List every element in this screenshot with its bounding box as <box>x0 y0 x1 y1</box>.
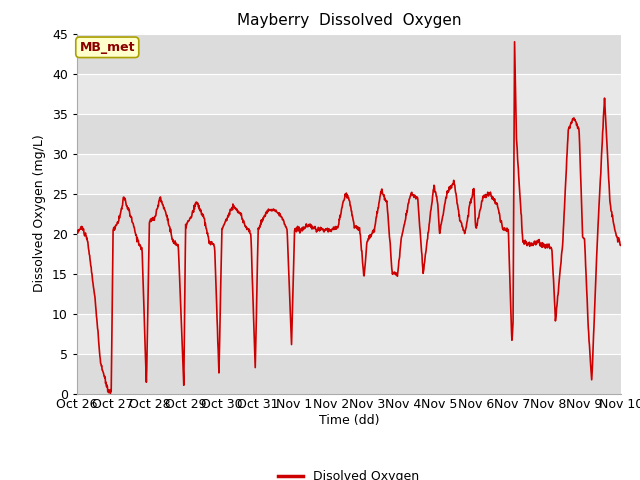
Text: MB_met: MB_met <box>79 41 135 54</box>
Title: Mayberry  Dissolved  Oxygen: Mayberry Dissolved Oxygen <box>237 13 461 28</box>
Bar <box>77 354 621 394</box>
Legend: Disolved Oxygen: Disolved Oxygen <box>273 465 424 480</box>
Bar <box>77 313 621 354</box>
Bar <box>77 274 621 313</box>
Bar <box>77 154 621 193</box>
Bar <box>77 114 621 154</box>
Bar <box>77 73 621 114</box>
Bar <box>77 193 621 234</box>
Y-axis label: Dissolved Oxygen (mg/L): Dissolved Oxygen (mg/L) <box>33 135 46 292</box>
Bar <box>77 234 621 274</box>
Bar <box>77 34 621 73</box>
X-axis label: Time (dd): Time (dd) <box>319 414 379 427</box>
